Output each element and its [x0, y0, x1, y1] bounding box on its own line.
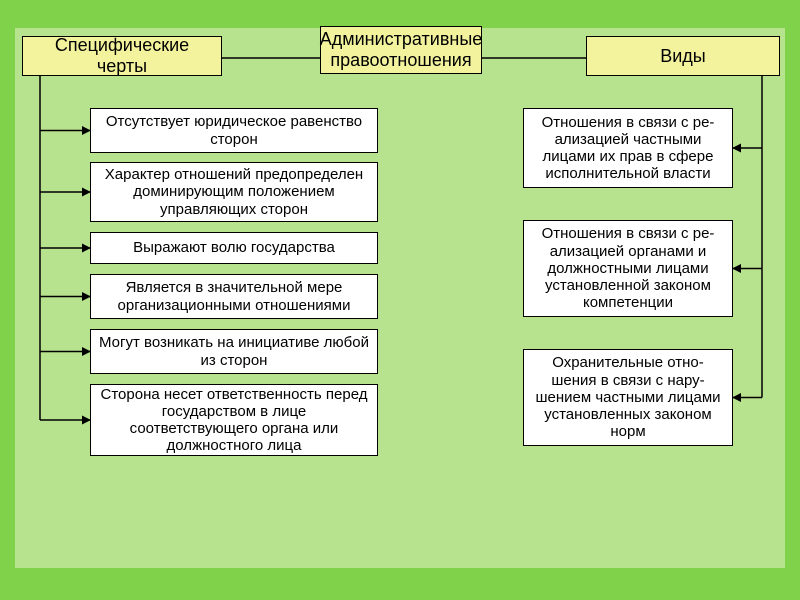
left-item-6: Сторона несет ответственность перед госу…: [90, 384, 378, 456]
diagram-canvas: Специфические черты Административные пра…: [0, 0, 800, 600]
left-item-2: Характер отношений предопределен доминир…: [90, 162, 378, 222]
right-item-1: Отношения в связи с ре- ализацией частны…: [523, 108, 733, 188]
left-item-3: Выражают волю государства: [90, 232, 378, 264]
right-item-3: Охранительные отно- шения в связи с нару…: [523, 349, 733, 446]
header-right: Виды: [586, 36, 780, 76]
left-item-5: Могут возникать на инициативе любой из с…: [90, 329, 378, 374]
header-center: Административные правоотношения: [320, 26, 482, 74]
header-left: Специфические черты: [22, 36, 222, 76]
left-item-1: Отсутствует юридическое равенство сторон: [90, 108, 378, 153]
right-item-2: Отношения в связи с ре- ализацией органа…: [523, 220, 733, 317]
left-item-4: Является в значительной мере организацио…: [90, 274, 378, 319]
